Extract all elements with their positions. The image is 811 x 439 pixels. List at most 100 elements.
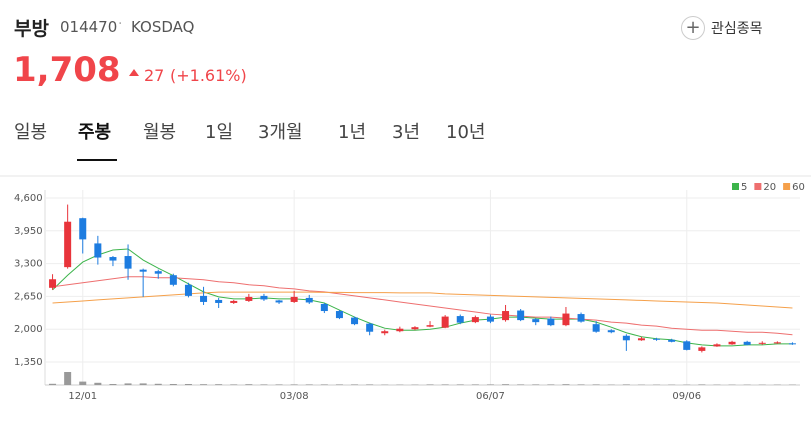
x-tick-label: 12/01 — [68, 391, 97, 402]
volume-bar — [124, 383, 132, 385]
volume-bar — [562, 384, 570, 385]
volume-bar — [49, 383, 57, 385]
legend-label: 5 — [741, 182, 747, 193]
tab[interactable]: 3개월 — [258, 122, 303, 143]
volume-bar — [698, 384, 706, 385]
y-tick-label: 3,300 — [14, 259, 43, 270]
candle-body — [245, 296, 253, 301]
volume-bar — [154, 383, 162, 385]
tab[interactable]: 월봉 — [143, 122, 177, 143]
volume-bar — [215, 384, 223, 385]
candle-body — [758, 342, 766, 344]
candle-body — [713, 344, 721, 347]
candle-body — [94, 243, 102, 258]
x-tick-label: 09/06 — [672, 391, 701, 402]
ma-line — [52, 276, 793, 336]
candle-body — [200, 295, 208, 302]
y-tick-label: 4,600 — [14, 193, 43, 204]
candle-body — [139, 269, 147, 272]
candle-body — [607, 330, 615, 333]
volume-bar — [335, 384, 343, 385]
watch-icon[interactable]: + — [681, 16, 705, 40]
volume-bar — [517, 384, 525, 385]
candle-body — [788, 343, 796, 345]
tab[interactable]: 주봉 — [78, 122, 112, 143]
candle-body — [305, 297, 313, 303]
tab[interactable]: 1년 — [338, 122, 367, 143]
candle-body — [562, 313, 570, 326]
candle-body — [230, 300, 238, 303]
candle-body — [275, 300, 283, 303]
candle-body — [109, 257, 117, 261]
candle-body — [49, 279, 57, 288]
x-tick-label: 06/07 — [476, 391, 505, 402]
volume-bar — [471, 384, 479, 385]
candle-body — [64, 221, 72, 268]
candle-body — [366, 323, 374, 332]
volume-bar — [139, 383, 147, 385]
change: 27 — [144, 66, 165, 85]
volume-bar — [169, 384, 177, 385]
candle-body — [184, 284, 192, 296]
volume-bar — [426, 384, 434, 385]
candle-body — [411, 327, 419, 330]
volume-bar — [577, 384, 585, 385]
y-tick-label: 2,000 — [14, 324, 43, 335]
candle-body — [124, 256, 132, 269]
candle-body — [290, 296, 298, 302]
volume-bar — [230, 384, 238, 385]
candle-body — [668, 339, 676, 342]
candle-body — [396, 328, 404, 332]
volume-bar — [275, 384, 283, 385]
candle-body — [154, 271, 162, 274]
stock-name: 부방 — [14, 18, 49, 40]
stock-code: 014470 — [60, 18, 118, 36]
candle-body — [532, 319, 540, 323]
tab[interactable]: 일봉 — [14, 122, 48, 143]
x-tick-label: 03/08 — [280, 391, 309, 402]
volume-bar — [64, 372, 72, 385]
volume-bar — [502, 384, 510, 385]
volume-bar — [109, 384, 117, 385]
candle-body — [577, 314, 585, 322]
legend-label: 20 — [763, 182, 776, 193]
candle-body — [441, 316, 449, 328]
tab[interactable]: 1일 — [205, 122, 234, 143]
candle-body — [169, 275, 177, 285]
candle-body — [486, 316, 494, 322]
candle-body — [622, 335, 630, 341]
candle-body — [728, 341, 736, 345]
volume-bar — [260, 384, 268, 385]
candle-body — [743, 341, 751, 345]
volume-bar — [320, 384, 328, 385]
candle-body — [426, 325, 434, 327]
tab[interactable]: 10년 — [446, 122, 486, 143]
candle-body — [260, 295, 268, 300]
candle-body — [215, 299, 223, 303]
candle-body — [773, 342, 781, 344]
market: KOSDAQ — [131, 18, 195, 36]
volume-bar — [200, 384, 208, 385]
candle-body — [351, 317, 359, 325]
watch-button[interactable]: 관심종목 — [711, 21, 763, 37]
candle-body — [471, 317, 479, 323]
volume-bar — [456, 384, 464, 385]
ma-line — [52, 291, 793, 309]
candle-body — [320, 303, 328, 312]
legend-swatch — [783, 183, 791, 190]
volume-bar — [290, 384, 298, 385]
candle-body — [683, 341, 691, 350]
candle-body — [79, 218, 87, 240]
legend-swatch — [754, 183, 762, 190]
separator: · — [118, 16, 123, 32]
tab[interactable]: 3년 — [392, 122, 421, 143]
tab-underline — [77, 159, 117, 161]
candle-body — [517, 310, 525, 321]
change-pct: (+1.61%) — [170, 66, 247, 85]
candle-body — [653, 338, 661, 340]
volume-bar — [486, 384, 494, 385]
candle-body — [381, 331, 389, 334]
y-tick-label: 1,350 — [14, 357, 43, 368]
y-tick-label: 3,950 — [14, 226, 43, 237]
